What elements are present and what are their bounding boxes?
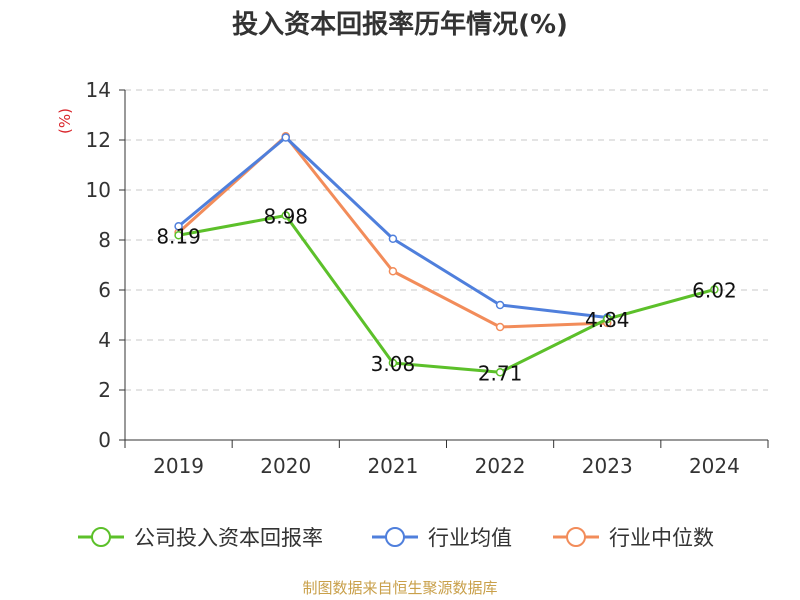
x-tick-label: 2020	[260, 454, 311, 478]
y-tick-label: 0	[98, 428, 111, 452]
data-label: 2.71	[478, 361, 523, 385]
series-line-0	[178, 214, 715, 374]
x-tick-label: 2022	[475, 454, 526, 478]
legend-item-0[interactable]: 公司投入资本回报率	[78, 526, 323, 550]
legend-marker	[91, 527, 111, 547]
series-1-point	[495, 300, 505, 310]
legend-item-1[interactable]: 行业均值	[372, 526, 512, 550]
series-0-point	[495, 368, 505, 377]
series-0-point	[710, 285, 719, 294]
series-2-point	[495, 322, 505, 332]
grid-lines	[125, 89, 768, 391]
y-tick-label: 4	[98, 328, 111, 352]
series-0-point	[174, 231, 183, 240]
data-labels: 8.19 8.98 3.08 2.71 4.84 6.02	[156, 205, 736, 386]
series-2-point	[388, 267, 398, 276]
series-line-2	[177, 134, 608, 329]
y-tick-label: 8	[98, 228, 111, 252]
series-lines	[174, 132, 719, 377]
legend-marker	[566, 527, 586, 547]
legend-label: 行业中位数	[609, 526, 714, 550]
data-label: 3.08	[371, 352, 416, 376]
series-1-point	[281, 133, 290, 142]
legend-marker	[385, 527, 405, 547]
data-label: 8.98	[263, 205, 308, 229]
data-label: 6.02	[692, 279, 737, 303]
source-note: 制图数据来自恒生聚源数据库	[302, 579, 498, 597]
series-0-point	[603, 314, 612, 324]
y-tick-label: 14	[86, 78, 111, 102]
series-0-point	[281, 211, 290, 220]
data-label: 4.84	[585, 308, 630, 332]
x-tick-label: 2023	[582, 454, 633, 478]
y-tick-label: 10	[86, 178, 111, 202]
legend-label: 公司投入资本回报率	[134, 526, 323, 550]
y-tick-label: 2	[98, 378, 111, 402]
legend-item-2[interactable]: 行业中位数	[553, 526, 714, 550]
y-tick-label: 12	[86, 128, 111, 152]
series-1-point	[174, 222, 183, 231]
x-tick-label: 2021	[367, 454, 418, 478]
series-0-point	[388, 358, 398, 368]
y-tick-label: 6	[98, 278, 111, 302]
x-tick-label: 2019	[153, 454, 204, 478]
legend-label: 行业均值	[428, 526, 512, 550]
chart-title: 投入资本回报率历年情况(%)	[232, 10, 568, 40]
series-1-point	[388, 234, 398, 243]
axes: 0 2 4 6 8 10 12 14 2019 2020 2021 2022 2023 2024	[86, 78, 769, 478]
x-tick-label: 2024	[689, 454, 740, 478]
data-label: 8.19	[156, 224, 201, 248]
legend[interactable]: 公司投入资本回报率 行业均值 行业中位数	[78, 526, 714, 550]
